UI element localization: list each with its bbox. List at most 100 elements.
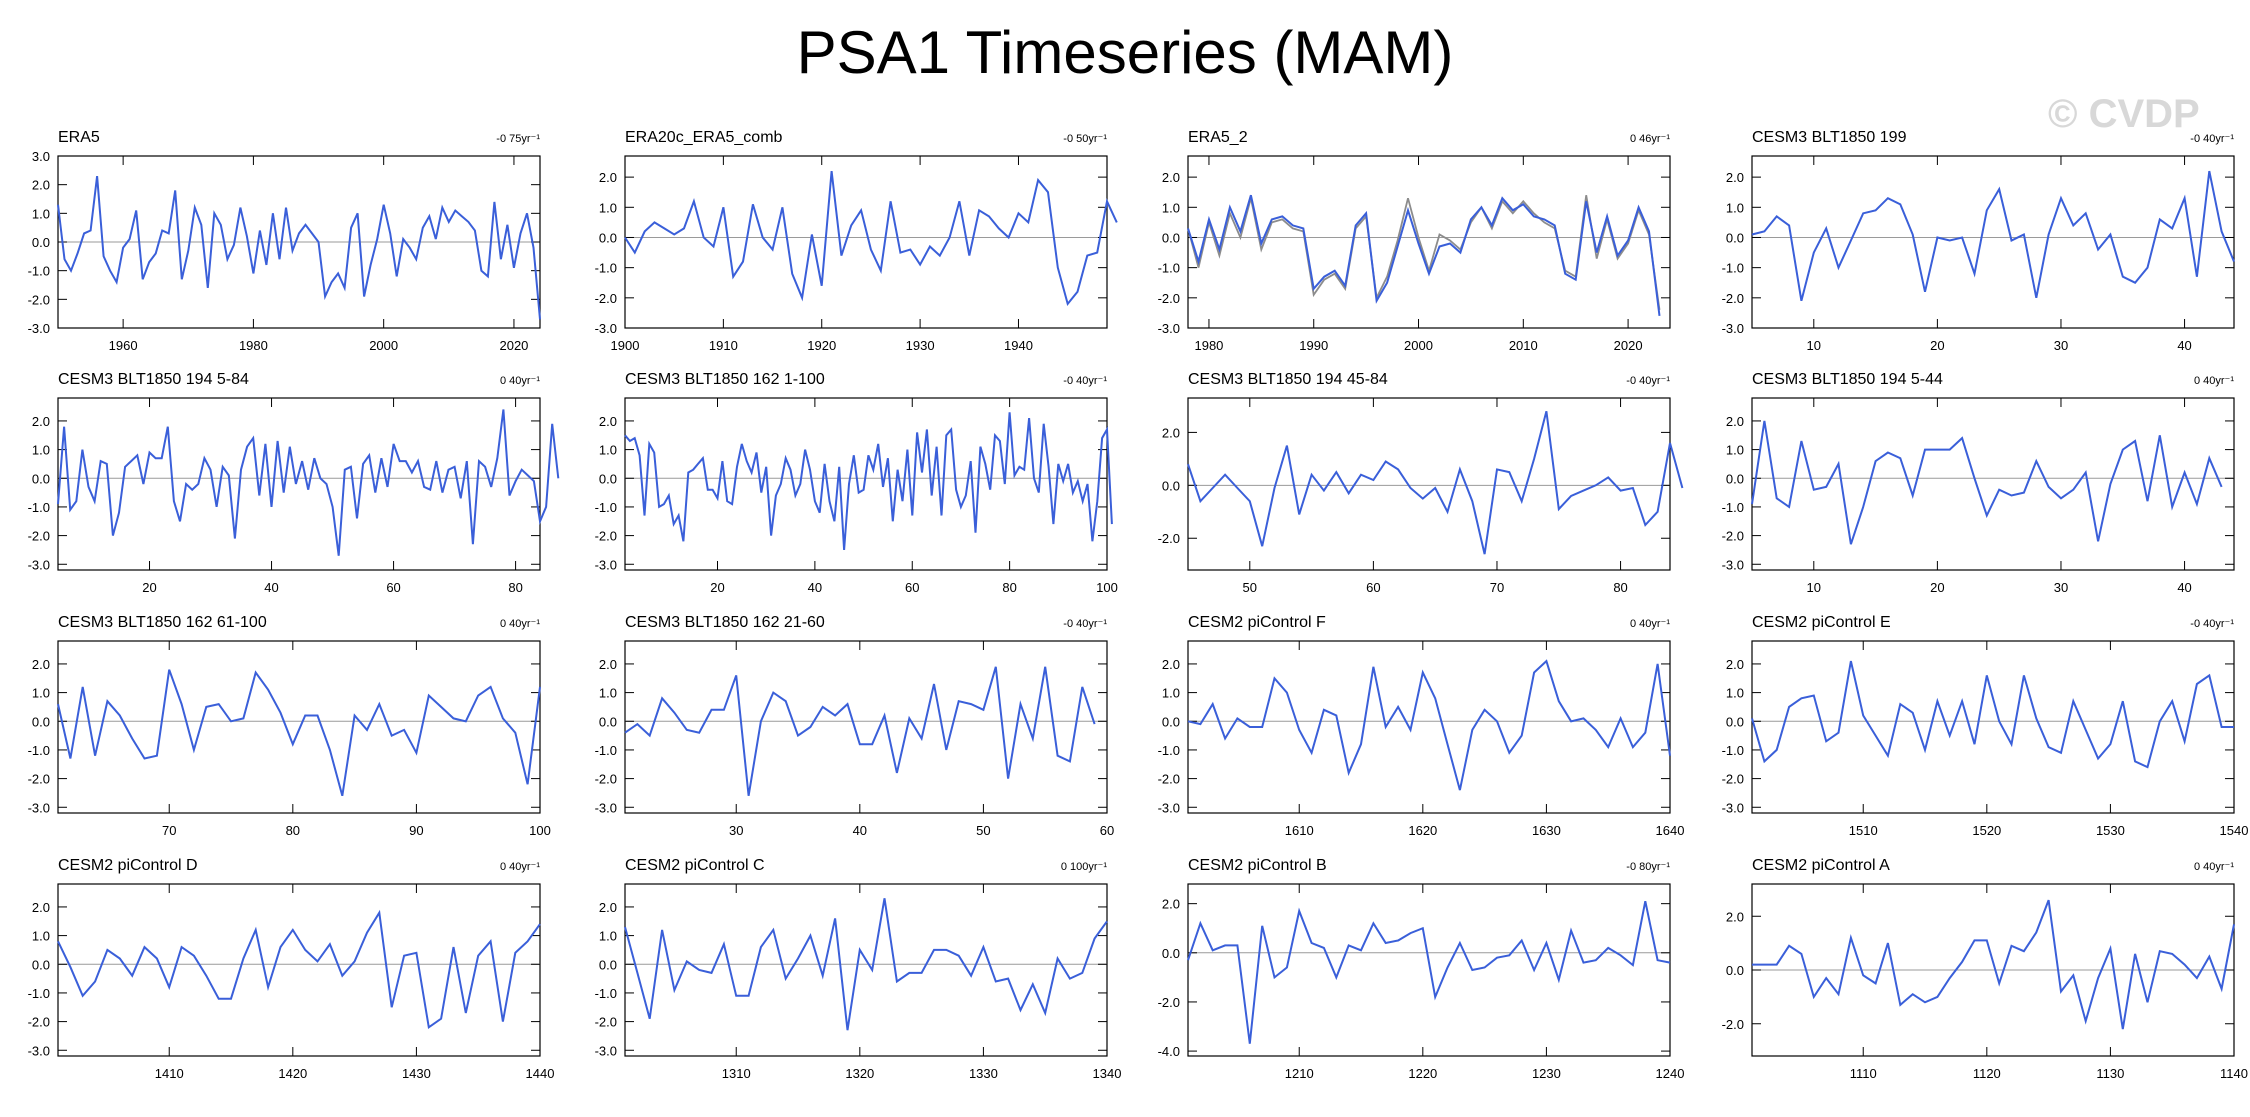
series-line <box>1187 410 1684 555</box>
y-tick-label: -3.0 <box>1158 800 1180 815</box>
x-tick-label: 1920 <box>807 338 836 353</box>
y-tick-label: -2.0 <box>595 772 617 787</box>
trend-label: 0 40yr⁻¹ <box>1630 618 1670 630</box>
y-tick-label: 1.0 <box>599 686 617 701</box>
trend-label: 0 46yr⁻¹ <box>1630 133 1670 145</box>
chart-panel: CESM2 piControl C 0 100yr⁻¹ -3.0 -2.0 -1.0 0.… <box>595 857 1122 1081</box>
trend-label: -0 40yr⁻¹ <box>2190 618 2234 630</box>
y-tick-label: 1.0 <box>599 929 617 944</box>
x-tick-label: 2000 <box>1404 338 1433 353</box>
y-tick-label: -3.0 <box>1722 557 1744 572</box>
y-tick-label: 0.0 <box>1162 946 1180 961</box>
trend-label: 0 40yr⁻¹ <box>500 375 540 387</box>
x-tick-label: 1110 <box>1850 1066 1877 1081</box>
x-tick-label: 1520 <box>1972 823 2001 838</box>
x-tick-label: 1430 <box>402 1066 431 1081</box>
x-tick-label: 70 <box>1490 580 1504 595</box>
y-tick-label: 2.0 <box>32 900 50 915</box>
y-tick-label: -3.0 <box>595 1043 617 1058</box>
y-tick-label: 2.0 <box>1162 897 1180 912</box>
x-tick-label: 40 <box>2177 338 2191 353</box>
chart-panel: CESM3 BLT1850 194 5-84 0 40yr⁻¹ -3.0 -2.0 -1… <box>28 371 560 595</box>
y-tick-label: 0.0 <box>1726 714 1744 729</box>
plot-frame <box>624 397 1108 571</box>
x-tick-label: 1130 <box>2096 1066 2124 1081</box>
y-tick-label: 1.0 <box>1726 686 1744 701</box>
y-tick-label: -2.0 <box>595 291 617 306</box>
x-tick-label: 1230 <box>1532 1066 1561 1081</box>
plot-frame <box>1751 155 2235 329</box>
x-tick-label: 1440 <box>526 1066 555 1081</box>
x-tick-label: 80 <box>286 823 300 838</box>
trend-label: -0 40yr⁻¹ <box>2190 133 2234 145</box>
x-tick-label: 1220 <box>1408 1066 1437 1081</box>
x-tick-label: 90 <box>409 823 423 838</box>
series-line <box>1752 899 2235 1030</box>
plot-frame <box>1187 155 1671 329</box>
panel-title: CESM2 piControl D <box>58 857 198 874</box>
y-tick-label: -2.0 <box>595 529 617 544</box>
x-tick-label: 30 <box>729 823 743 838</box>
x-tick-label: 1140 <box>2220 1066 2248 1081</box>
series-line <box>57 669 541 797</box>
x-tick-label: 1610 <box>1285 823 1314 838</box>
trend-label: -0 50yr⁻¹ <box>1063 133 1107 145</box>
y-tick-label: 2.0 <box>1162 425 1180 440</box>
y-tick-label: -2.0 <box>1722 529 1744 544</box>
y-tick-label: 2.0 <box>599 657 617 672</box>
panel-title: CESM3 BLT1850 162 21-60 <box>625 614 825 631</box>
series-line <box>57 175 541 320</box>
panel-title: ERA20c_ERA5_comb <box>625 129 783 146</box>
panel-title: CESM2 piControl B <box>1188 857 1327 874</box>
y-tick-label: 0.0 <box>32 471 50 486</box>
y-tick-label: -3.0 <box>28 800 50 815</box>
y-tick-label: 2.0 <box>599 414 617 429</box>
y-tick-label: -3.0 <box>1158 321 1180 336</box>
x-tick-label: 60 <box>1366 580 1380 595</box>
panel-title: ERA5_2 <box>1188 129 1248 146</box>
y-tick-label: -2.0 <box>28 772 50 787</box>
y-tick-label: 0.0 <box>1162 478 1180 493</box>
x-tick-label: 2020 <box>1614 338 1643 353</box>
y-tick-label: -1.0 <box>595 500 617 515</box>
y-tick-label: 0.0 <box>1162 714 1180 729</box>
y-tick-label: -1.0 <box>28 743 50 758</box>
series-line <box>1751 170 2235 302</box>
x-tick-label: 1910 <box>709 338 738 353</box>
x-tick-label: 10 <box>1807 580 1821 595</box>
chart-panel: CESM2 piControl A 0 40yr⁻¹ -2.0 0.0 2.0 1110 1… <box>1722 857 2248 1081</box>
trend-label: 0 40yr⁻¹ <box>500 861 540 873</box>
series-line <box>624 898 1108 1031</box>
y-tick-label: -3.0 <box>28 321 50 336</box>
x-tick-label: 2020 <box>499 338 528 353</box>
y-tick-label: 0.0 <box>1726 963 1744 978</box>
trend-label: 0 40yr⁻¹ <box>2194 375 2234 387</box>
y-tick-label: 0.0 <box>32 714 50 729</box>
y-tick-label: 0.0 <box>32 957 50 972</box>
y-tick-label: -3.0 <box>28 1043 50 1058</box>
chart-panel: CESM3 BLT1850 162 21-60 -0 40yr⁻¹ -3.0 -2.0… <box>595 614 1115 838</box>
trend-label: -0 40yr⁻¹ <box>1626 375 1670 387</box>
chart-panel: CESM3 BLT1850 194 5-44 0 40yr⁻¹ -3.0 -2.0 -1… <box>1722 371 2235 595</box>
x-tick-label: 50 <box>1243 580 1257 595</box>
y-tick-label: 1.0 <box>1162 200 1180 215</box>
x-tick-label: 1620 <box>1408 823 1437 838</box>
x-tick-label: 40 <box>808 580 822 595</box>
trend-label: -0 75yr⁻¹ <box>496 133 540 145</box>
panel-title: CESM2 piControl F <box>1188 614 1326 631</box>
y-tick-label: -2.0 <box>1158 995 1180 1010</box>
x-tick-label: 10 <box>1807 338 1821 353</box>
y-tick-label: 1.0 <box>32 686 50 701</box>
x-tick-label: 80 <box>508 580 522 595</box>
y-tick-label: -1.0 <box>1158 743 1180 758</box>
plot-frame <box>624 640 1108 814</box>
y-tick-label: 2.0 <box>32 178 50 193</box>
series-line <box>57 409 560 556</box>
x-tick-label: 1900 <box>611 338 640 353</box>
x-tick-label: 1310 <box>722 1066 751 1081</box>
y-tick-label: 0.0 <box>599 957 617 972</box>
x-tick-label: 80 <box>1613 580 1627 595</box>
chart-panel: ERA20c_ERA5_comb -0 50yr⁻¹ -3.0 -2.0 -1.0 0.0… <box>595 129 1118 353</box>
x-tick-label: 40 <box>853 823 867 838</box>
y-tick-label: -1.0 <box>595 261 617 276</box>
